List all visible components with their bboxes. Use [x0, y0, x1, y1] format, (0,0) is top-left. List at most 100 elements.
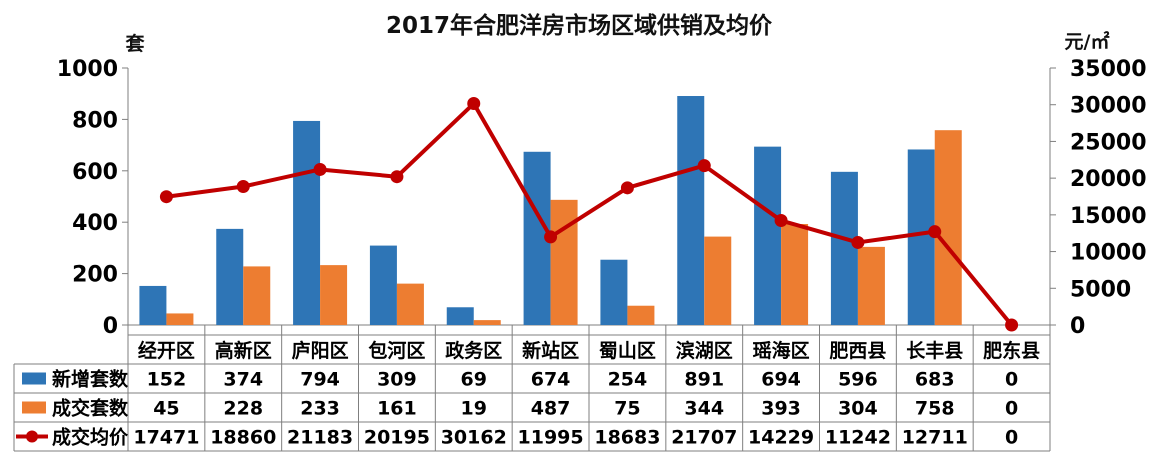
x-axis-category-label: 瑶海区 [753, 339, 810, 362]
table-value-cell: 674 [531, 369, 571, 391]
axes: 0200400600800100005000100001500020000250… [57, 57, 1147, 339]
legend-key-marker [26, 430, 38, 443]
table-value-cell: 0 [1005, 398, 1018, 420]
table-value-cell: 11995 [518, 427, 584, 449]
bar-sold-units-7 [627, 305, 655, 325]
x-axis-category-label: 包河区 [368, 339, 425, 362]
bar-sold-units-9 [781, 223, 809, 325]
y-axis-right-tick-label: 10000 [1070, 241, 1147, 266]
y-axis-left-tick-label: 1000 [57, 57, 118, 82]
legend-series-name: 成交套数 [52, 397, 129, 420]
x-axis-category-label: 蜀山区 [599, 340, 656, 362]
price-line-path [166, 101, 1014, 327]
table-value-cell: 309 [377, 369, 417, 391]
bar-new-units-11 [907, 149, 935, 325]
table-value-cell: 21183 [287, 427, 353, 449]
y-axis-right-tick-label: 15000 [1070, 204, 1147, 229]
price-point-7 [620, 181, 634, 195]
y-axis-left-tick-label: 200 [72, 263, 118, 288]
chart-title: 2017年合肥洋房市场区域供销及均价 [386, 12, 773, 39]
bar-new-units-9 [754, 146, 782, 325]
price-point-1 [159, 190, 173, 204]
bar-sold-units-3 [320, 265, 348, 325]
price-point-10 [851, 235, 865, 249]
table-value-cell: 17471 [133, 427, 199, 449]
table-value-cell: 596 [838, 369, 878, 391]
table-value-cell: 45 [153, 398, 179, 420]
legend-key-1 [22, 372, 46, 385]
price-point-3 [313, 162, 327, 176]
bar-new-units-8 [677, 96, 705, 325]
x-axis-category-label: 新站区 [522, 339, 579, 362]
bar-new-units-1 [139, 285, 167, 325]
x-axis-category-label: 政务区 [445, 339, 502, 362]
y-axis-left-tick-label: 400 [72, 211, 118, 236]
table-value-cell: 69 [461, 369, 487, 391]
table-value-cell: 19 [461, 398, 487, 420]
bar-sold-units-2 [243, 266, 271, 325]
table-value-cell: 152 [147, 369, 187, 391]
table-value-cell: 161 [377, 398, 417, 420]
bar-sold-units-8 [704, 236, 732, 325]
x-axis-category-label: 肥东县 [983, 339, 1040, 362]
table-value-cell: 393 [761, 398, 801, 420]
price-point-5 [467, 97, 481, 111]
table-value-cell: 487 [531, 398, 571, 420]
x-axis-category-label: 经开区 [138, 339, 195, 362]
bar-new-units-4 [369, 245, 397, 325]
price-point-6 [544, 230, 558, 244]
table-value-cell: 758 [915, 398, 955, 420]
x-axis-category-label: 庐阳区 [292, 339, 349, 362]
bar-new-units-3 [293, 120, 321, 325]
table-value-cell: 18860 [210, 427, 276, 449]
bar-new-units-7 [600, 259, 628, 325]
y-axis-right-tick-label: 0 [1070, 314, 1085, 339]
bar-sold-units-5 [473, 320, 501, 325]
table-value-cell: 374 [223, 369, 263, 391]
y-axis-left-tick-label: 800 [72, 108, 118, 133]
legend-key-2 [22, 401, 46, 414]
bar-new-units-2 [216, 228, 244, 325]
table-value-cell: 891 [684, 369, 724, 391]
bar-sold-units-10 [857, 246, 885, 325]
table-value-cell: 75 [614, 398, 640, 420]
x-axis-category-label: 滨湖区 [676, 339, 733, 362]
y-axis-right-tick-label: 20000 [1070, 167, 1147, 192]
table-value-cell: 254 [608, 369, 648, 391]
y-axis-right-tick-label: 5000 [1070, 277, 1131, 302]
table-value-cell: 21707 [671, 427, 737, 449]
table-value-cell: 0 [1005, 427, 1018, 449]
price-point-11 [928, 225, 942, 239]
x-axis-category-label: 肥西县 [829, 340, 886, 362]
y-axis-left-tick-label: 600 [72, 160, 118, 185]
table-value-cell: 12711 [902, 427, 968, 449]
x-axis-category-label: 长丰县 [906, 339, 963, 362]
price-point-4 [390, 170, 404, 184]
table-value-cell: 794 [300, 369, 340, 391]
y-axis-right-tick-label: 30000 [1070, 94, 1147, 119]
table-value-cell: 233 [300, 398, 340, 420]
bar-sold-units-1 [166, 313, 194, 325]
table-value-cell: 0 [1005, 369, 1018, 391]
table-value-cell: 683 [915, 369, 955, 391]
y-axis-left-tick-label: 0 [103, 314, 118, 339]
bar-new-units-10 [830, 171, 858, 325]
x-axis-category-label: 高新区 [215, 339, 272, 362]
bar-sold-units-4 [396, 283, 424, 325]
price-line [159, 97, 1019, 332]
table-value-cell: 11242 [825, 427, 891, 449]
table-value-cell: 14229 [748, 427, 814, 449]
table-value-cell: 694 [761, 369, 801, 391]
table-value-cell: 344 [684, 398, 724, 420]
price-point-8 [697, 159, 711, 173]
table-value-cell: 304 [838, 398, 878, 420]
legend-series-name: 成交均价 [52, 426, 129, 449]
y-axis-right-tick-label: 35000 [1070, 57, 1147, 82]
table-value-cell: 20195 [364, 427, 430, 449]
y-axis-right-label: 元/㎡ [1065, 30, 1110, 53]
table-value-cell: 18683 [594, 427, 660, 449]
y-axis-left-label: 套 [124, 32, 145, 55]
bars [139, 96, 962, 325]
